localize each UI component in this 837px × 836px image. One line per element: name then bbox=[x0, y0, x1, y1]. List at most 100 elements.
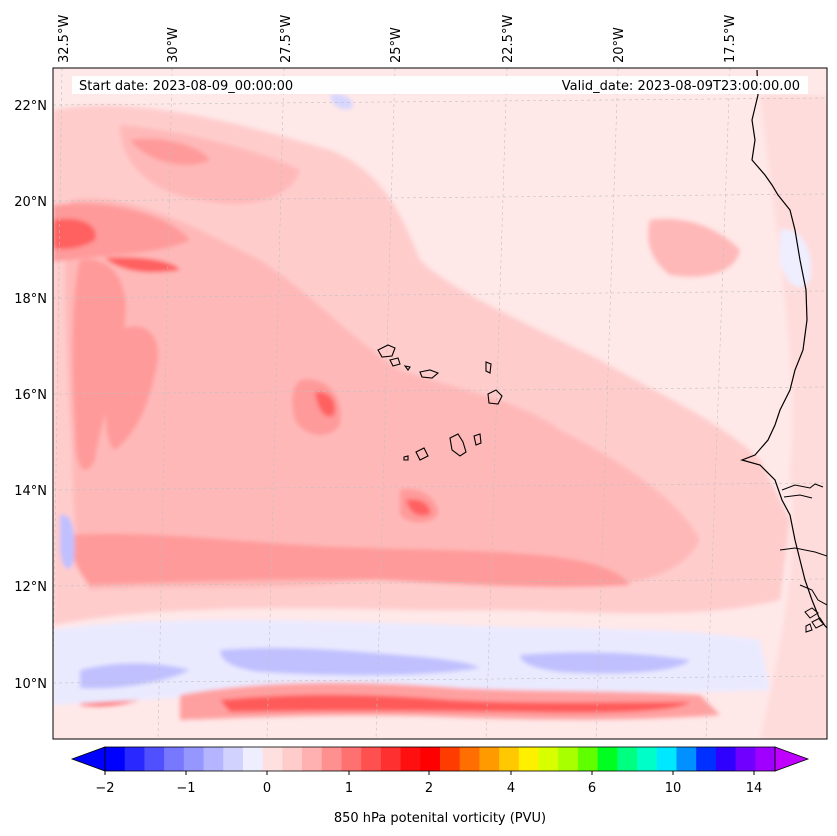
west-africa-details bbox=[779, 483, 827, 633]
colorbar: −2 −1 0 1 2 4 6 10 14 850 hPa potenital … bbox=[70, 746, 810, 826]
island-sao-vicente bbox=[389, 357, 401, 367]
cb-tick-label: 2 bbox=[425, 781, 433, 796]
colorbar-cell bbox=[518, 747, 540, 771]
colorbar-cell bbox=[361, 747, 382, 771]
island-fogo bbox=[415, 447, 429, 461]
colorbar-cell bbox=[715, 747, 737, 771]
colorbar-cell bbox=[321, 747, 342, 771]
colorbar-cell bbox=[164, 747, 185, 771]
field-region-pink-4 bbox=[648, 219, 740, 277]
lon-label: 22.5°W bbox=[501, 15, 516, 63]
cb-tick-label: 1 bbox=[345, 781, 353, 796]
lat-label: 12°N bbox=[14, 580, 47, 595]
island-maio bbox=[473, 433, 482, 446]
field-region-blue-1 bbox=[80, 663, 190, 689]
colorbar-cell bbox=[380, 747, 402, 771]
lon-label: 27.5°W bbox=[279, 15, 294, 63]
lon-label: 25°W bbox=[389, 27, 404, 63]
cb-tick-label: 4 bbox=[507, 781, 515, 796]
field-region-blue-3 bbox=[520, 652, 690, 674]
island-santiago bbox=[449, 433, 467, 457]
map-panel: Start date: 2023-08-09_00:00:00 Valid_da… bbox=[53, 68, 827, 739]
cb-tick-label: 14 bbox=[746, 781, 763, 796]
lon-label: 32.5°W bbox=[57, 15, 72, 63]
gambia-river bbox=[783, 494, 813, 499]
lat-label: 20°N bbox=[14, 195, 47, 210]
colorbar-title: 850 hPa potenital vorticity (PVU) bbox=[334, 811, 546, 826]
colorbar-cell bbox=[282, 747, 303, 771]
colorbar-cell bbox=[203, 747, 224, 771]
longitude-labels: 32.5°W 30°W 27.5°W 25°W 22.5°W 20°W 17.5… bbox=[57, 15, 738, 63]
lon-label: 17.5°W bbox=[723, 15, 738, 63]
colorbar-cell bbox=[499, 747, 520, 771]
pv-field bbox=[53, 94, 827, 739]
colorbar-cell bbox=[577, 747, 599, 771]
colorbar-cell bbox=[400, 747, 421, 771]
colorbar-cell bbox=[144, 747, 165, 771]
colorbar-cell bbox=[420, 747, 441, 771]
colorbar-cell bbox=[656, 747, 677, 771]
lat-label: 14°N bbox=[14, 484, 47, 499]
colorbar-cell bbox=[597, 747, 618, 771]
colorbar-cell bbox=[676, 747, 697, 771]
colorbar-extend-left bbox=[70, 746, 106, 772]
colorbar-cell bbox=[440, 747, 461, 771]
colorbar-cell bbox=[223, 747, 244, 771]
field-region-blue-2 bbox=[220, 647, 480, 676]
colorbar-cell bbox=[479, 747, 500, 771]
field-region-red-3 bbox=[315, 391, 336, 417]
guinea-bissau-outline bbox=[779, 547, 827, 557]
field-region-pink-2 bbox=[65, 198, 700, 590]
colorbar-extend-right bbox=[774, 746, 810, 772]
colorbar-outline bbox=[104, 746, 776, 772]
info-bar bbox=[72, 76, 808, 94]
field-region-pale-blue-east bbox=[780, 229, 811, 288]
colorbar-cell bbox=[302, 747, 323, 771]
africa-coastline bbox=[740, 69, 827, 629]
colorbar-cell bbox=[617, 747, 638, 771]
bissagos-islands bbox=[804, 607, 825, 633]
colorbar-cell bbox=[755, 747, 776, 771]
cb-tick-label: −1 bbox=[176, 781, 195, 796]
field-region-salmon-3 bbox=[105, 326, 159, 450]
field-region-salmon-4 bbox=[292, 379, 341, 436]
island-sal bbox=[485, 361, 492, 374]
field-region-pale-east bbox=[760, 95, 827, 739]
lon-label: 20°W bbox=[612, 27, 627, 63]
field-region-salmon-1 bbox=[53, 203, 190, 262]
guinea-coast bbox=[799, 584, 827, 606]
colorbar-cell bbox=[637, 747, 658, 771]
colorbar-ticks bbox=[104, 771, 755, 775]
field-region-salmon-6 bbox=[70, 533, 630, 588]
field-region-red-1 bbox=[53, 218, 96, 250]
colorbar-cell bbox=[558, 747, 579, 771]
map-border bbox=[52, 67, 828, 740]
gambia-outline bbox=[781, 483, 824, 491]
cb-tick-label: 10 bbox=[665, 781, 682, 796]
colorbar-cell bbox=[538, 747, 559, 771]
island-brava bbox=[403, 455, 409, 461]
colorbar-cell bbox=[696, 747, 717, 771]
lat-label: 18°N bbox=[14, 292, 47, 307]
field-region-salmon-2 bbox=[72, 259, 126, 470]
start-date-text: Start date: 2023-08-09_00:00:00 bbox=[79, 79, 293, 94]
colorbar-cell bbox=[124, 747, 145, 771]
lat-label: 16°N bbox=[14, 388, 47, 403]
lon-label: 30°W bbox=[166, 27, 181, 63]
valid-date-text: Valid_date: 2023-08-09T23:00:00.00 bbox=[562, 79, 800, 94]
lat-label: 10°N bbox=[14, 677, 47, 692]
colorbar-tick-labels: −2 −1 0 1 2 4 6 10 14 bbox=[95, 781, 762, 796]
island-sao-nicolau bbox=[419, 369, 440, 379]
field-region-salmon-7 bbox=[130, 138, 210, 165]
colorbar-cell bbox=[262, 747, 283, 771]
field-region-blue-4 bbox=[60, 514, 75, 569]
field-region-red-4 bbox=[406, 499, 431, 516]
colorbar-cells bbox=[105, 747, 776, 771]
colorbar-cell bbox=[105, 747, 126, 771]
gridlines bbox=[53, 68, 827, 739]
colorbar-cell bbox=[459, 747, 480, 771]
colorbar-cell bbox=[183, 747, 205, 771]
lat-label: 22°N bbox=[14, 99, 47, 114]
colorbar-cell bbox=[735, 747, 756, 771]
